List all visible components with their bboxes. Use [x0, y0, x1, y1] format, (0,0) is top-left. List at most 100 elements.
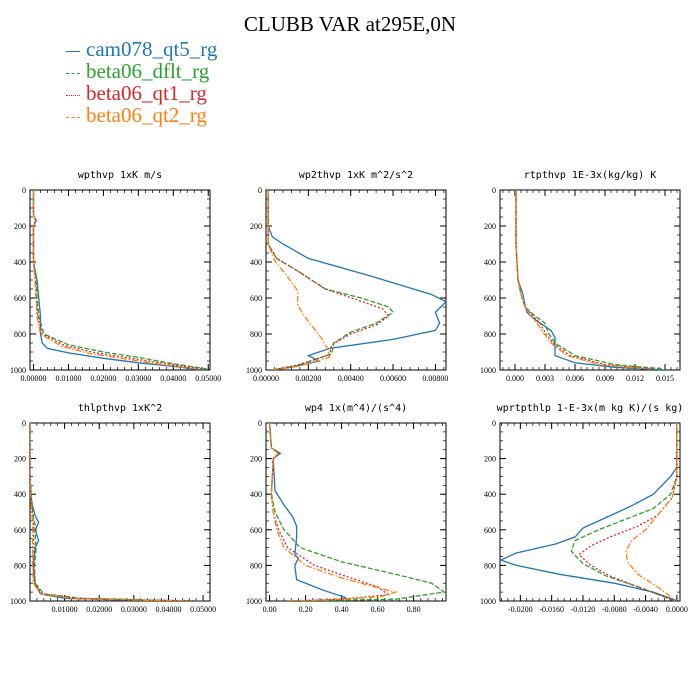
y-tick-label: 400 — [14, 490, 26, 499]
x-tick-label: 0.80 — [407, 605, 421, 614]
x-tick-label: -0.0200 — [508, 605, 533, 614]
y-tick-label: 200 — [14, 222, 26, 231]
x-tick-label: 0.03000 — [125, 374, 151, 383]
x-tick-label: 0.0000 — [666, 605, 688, 614]
panel-title: wp4 1x(m^4)/(s^4) — [305, 403, 407, 414]
plot-frame — [265, 189, 447, 371]
legend-label: beta06_dflt_rg — [86, 59, 210, 83]
series-line-beta06-qt1-rg — [515, 190, 656, 370]
panel-title: wpthvp 1xK m/s — [78, 170, 162, 181]
y-tick-label: 800 — [14, 330, 26, 339]
y-tick-label: 200 — [250, 222, 262, 231]
x-tick-label: 0.003 — [536, 374, 554, 383]
legend-item-beta06-dflt: beta06_dflt_rg — [66, 60, 217, 82]
y-tick-label: 0 — [258, 419, 262, 428]
series-line-beta06-qt2-rg — [625, 423, 678, 601]
y-tick-label: 400 — [14, 258, 26, 267]
x-tick-label: 0.02000 — [90, 374, 116, 383]
chart-panel-6: wprtpthlp 1-E-3x(m kg K)/(s kg)0 200 400 60… — [480, 403, 688, 614]
y-tick-label: 0 — [258, 186, 262, 195]
legend-line — [66, 94, 80, 96]
panel-title: wprtpthlp 1-E-3x(m kg K)/(s kg) — [497, 403, 684, 414]
y-tick-label: 600 — [484, 526, 496, 535]
page-title: CLUBB VAR at295E,0N — [243, 12, 457, 36]
y-tick-label: 400 — [484, 490, 496, 499]
series-line-cam078-qt5-rg — [500, 423, 678, 601]
x-tick-label: 0.20 — [299, 605, 313, 614]
plot-frame — [499, 422, 681, 602]
x-tick-label: 0.02000 — [86, 605, 112, 614]
plot-frame — [265, 422, 447, 602]
y-tick-label: 200 — [14, 455, 26, 464]
series-line-beta06-qt2-rg — [32, 190, 198, 370]
x-tick-label: 0.05000 — [190, 605, 216, 614]
series-line-beta06-qt1-rg — [578, 423, 678, 601]
y-tick-label: 600 — [250, 526, 262, 535]
x-tick-label: 0.60 — [371, 605, 385, 614]
legend-label: beta06_qt2_rg — [86, 103, 207, 127]
legend-item-beta06-qt2: beta06_qt2_rg — [66, 104, 217, 126]
y-tick-label: 200 — [250, 455, 262, 464]
legend-line — [66, 72, 80, 74]
y-tick-label: 600 — [14, 526, 26, 535]
series-line-beta06-qt1-rg — [32, 190, 202, 370]
x-tick-label: 0.009 — [596, 374, 614, 383]
y-tick-label: 400 — [484, 258, 496, 267]
x-tick-label: 0.03000 — [121, 605, 147, 614]
y-tick-label: 400 — [250, 490, 262, 499]
series-line-cam078-qt5-rg — [30, 423, 204, 601]
series-line-beta06-qt1-rg — [267, 190, 390, 370]
x-tick-label: 0.00 — [263, 605, 277, 614]
x-tick-label: 0.000 — [506, 374, 524, 383]
y-tick-label: 800 — [484, 330, 496, 339]
y-tick-label: 200 — [484, 455, 496, 464]
y-tick-label: 1000 — [246, 366, 262, 375]
series-line-beta06-qt1-rg — [30, 423, 197, 601]
series-line-beta06-qt2-rg — [515, 190, 651, 370]
series-line-cam078-qt5-rg — [515, 190, 666, 370]
series-line-beta06-dflt-rg — [515, 190, 666, 370]
x-tick-label: 0.01000 — [52, 605, 78, 614]
y-tick-label: 800 — [14, 561, 26, 570]
series-line-beta06-qt2-rg — [267, 190, 331, 370]
plot-frame — [29, 422, 211, 602]
x-tick-label: 0.00000 — [20, 374, 46, 383]
series-line-beta06-qt2-rg — [30, 423, 190, 601]
y-tick-label: 400 — [250, 258, 262, 267]
y-tick-label: 0 — [22, 419, 26, 428]
series-line-beta06-dflt-rg — [267, 190, 395, 370]
series-line-beta06-qt2-rg — [268, 423, 399, 601]
y-tick-label: 0 — [492, 419, 496, 428]
x-tick-label: 0.04000 — [155, 605, 181, 614]
y-tick-label: 800 — [250, 561, 262, 570]
series-line-cam078-qt5-rg — [268, 423, 347, 601]
legend-line — [66, 50, 80, 52]
panel-title: thlpthvp 1xK^2 — [78, 403, 162, 414]
y-tick-label: 0 — [22, 186, 26, 195]
x-tick-label: 0.00200 — [295, 374, 321, 383]
y-tick-label: 1000 — [10, 366, 26, 375]
y-tick-label: 800 — [484, 561, 496, 570]
legend-item-cam078: cam078_qt5_rg — [66, 38, 217, 60]
x-tick-label: 0.05000 — [195, 374, 221, 383]
legend-item-beta06-qt1: beta06_qt1_rg — [66, 82, 217, 104]
y-tick-label: 1000 — [246, 597, 262, 606]
y-tick-label: 600 — [484, 294, 496, 303]
y-tick-label: 1000 — [480, 597, 496, 606]
panel-title: rtpthvp 1E-3x(kg/kg) K — [524, 170, 656, 181]
x-tick-label: -0.0120 — [571, 605, 596, 614]
x-tick-label: 0.012 — [626, 374, 644, 383]
x-tick-label: 0.00600 — [380, 374, 406, 383]
series-line-beta06-qt1-rg — [268, 423, 391, 601]
series-line-beta06-dflt-rg — [30, 423, 204, 601]
x-tick-label: -0.0080 — [602, 605, 627, 614]
x-tick-label: 0.00800 — [422, 374, 448, 383]
y-tick-label: 800 — [250, 330, 262, 339]
plot-frame — [499, 189, 681, 371]
y-tick-label: 600 — [14, 294, 26, 303]
x-tick-label: 0.00000 — [253, 374, 279, 383]
x-tick-label: 0.01000 — [55, 374, 81, 383]
y-tick-label: 0 — [492, 186, 496, 195]
